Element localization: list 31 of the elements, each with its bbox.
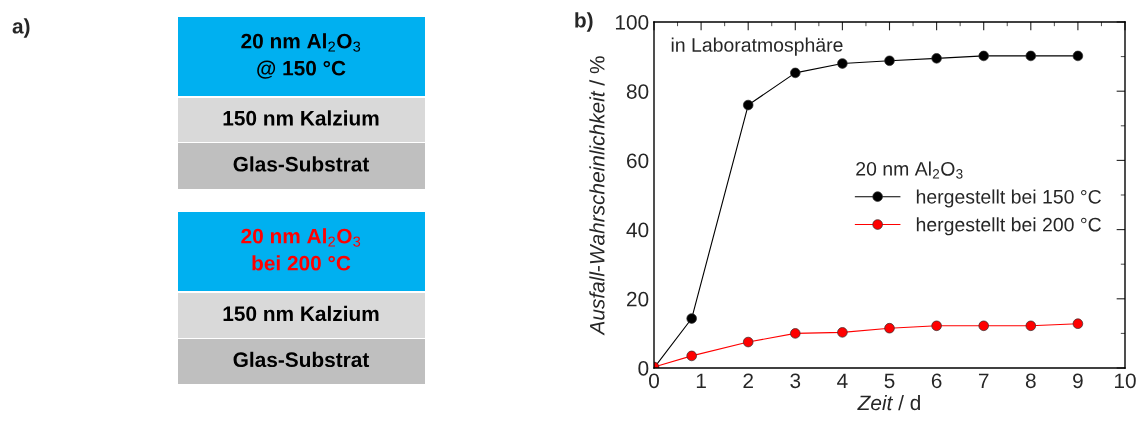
legend-label: hergestellt bei 200 °C xyxy=(916,217,1101,236)
legend-label: hergestellt bei 150 °C xyxy=(916,189,1101,208)
text: 150 nm Kalzium xyxy=(223,305,379,322)
y-tick-label: 40 xyxy=(626,222,649,238)
text: 20 nm Al$_{2}$O$_{3}$ bei 200 °C xyxy=(241,228,361,271)
x-axis-title: Zeit / d xyxy=(857,394,920,411)
text: 150 nm Kalzium xyxy=(223,110,379,126)
x-tick-label: 1 xyxy=(696,373,706,388)
y-tick-label: 0 xyxy=(638,361,649,376)
chart-title: b) xyxy=(575,12,593,32)
y-tick-label: 60 xyxy=(627,153,649,169)
text: a) xyxy=(12,18,30,38)
y-tick-label: 100 xyxy=(615,15,649,30)
text: Glas-Substrat xyxy=(233,156,370,172)
legend-title: 20 nm Al$_{2}$O$_{3}$ xyxy=(856,161,963,179)
y-tick-label: 80 xyxy=(626,84,649,99)
x-tick-label: 4 xyxy=(837,373,848,388)
y-tick-label: 20 xyxy=(627,291,649,307)
text: Glas-Substrat xyxy=(233,351,370,368)
annotation: in Laboratmosphäre xyxy=(671,37,843,56)
x-tick-label: 7 xyxy=(978,373,989,388)
x-tick-label: 2 xyxy=(743,373,753,388)
x-tick-label: 8 xyxy=(1025,373,1036,389)
x-tick-label: 5 xyxy=(884,373,895,389)
y-axis-title: Ausfall-Wahrscheinlichkeit / % xyxy=(589,56,605,336)
x-tick-label: 10 xyxy=(1115,373,1136,389)
x-tick-label: 6 xyxy=(931,373,942,389)
x-tick-label: 3 xyxy=(790,373,801,389)
x-tick-label: 9 xyxy=(1073,373,1083,389)
x-tick-label: 0 xyxy=(649,373,659,389)
text: 20 nm Al$_{2}$O$_{3}$ @ 150 °C xyxy=(241,33,361,79)
